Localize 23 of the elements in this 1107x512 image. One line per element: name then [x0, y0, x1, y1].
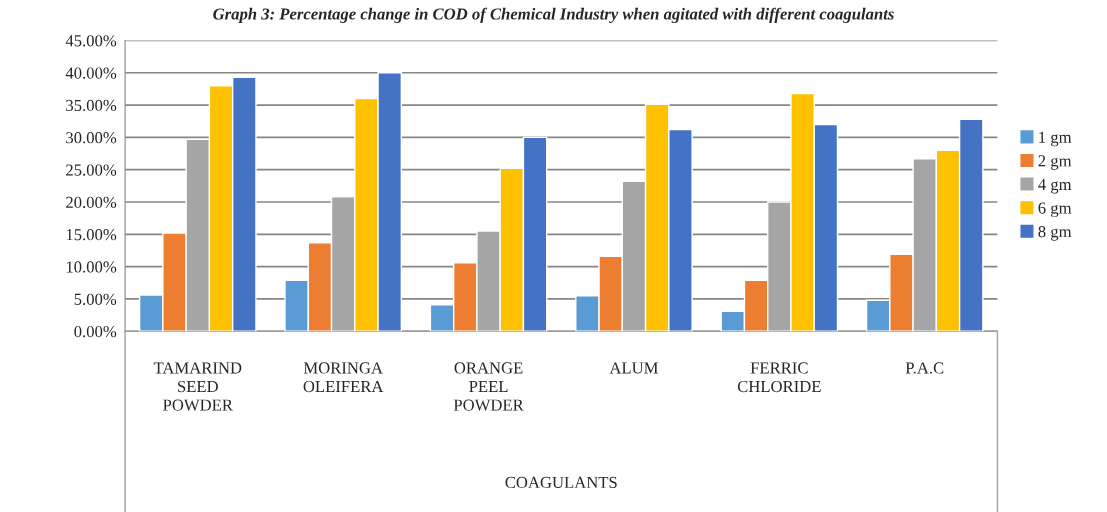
y-tick-label: 35.00% [66, 99, 117, 112]
y-tick-label: 20.00% [66, 196, 117, 209]
x-tick-label: ALUM [609, 362, 658, 374]
legend-label: 8 gm [1038, 226, 1072, 241]
y-tick-label: 25.00% [66, 164, 117, 176]
legend-label: 6 gm [1038, 202, 1072, 218]
y-tick-label: 10.00% [66, 261, 117, 273]
chart-title: Graph 3: Percentage change in COD of Chemical Industry when agitated with different coagulants [213, 7, 894, 24]
x-tick-label: TAMARIND SEED POWDER [153, 362, 242, 411]
x-tick-label: P.A.C [905, 362, 944, 374]
y-tick-label: 15.00% [66, 229, 117, 241]
x-tick-label: ORANGE PEEL POWDER [453, 362, 524, 411]
legend-label: 2 gm [1038, 155, 1072, 170]
y-tick-label: 45.00% [65, 35, 117, 47]
y-tick-label: 0.00% [74, 325, 117, 338]
y-tick-label: 30.00% [66, 132, 117, 144]
legend-label: 4 gm [1038, 178, 1072, 194]
x-axis-title: COAGULANTS [505, 476, 617, 489]
y-tick-label: 5.00% [74, 293, 117, 305]
x-tick-label: MORINGA OLEIFERA [303, 362, 384, 393]
x-tick-label: FERRIC CHLORIDE [737, 362, 821, 393]
y-tick-label: 40.00% [65, 67, 117, 79]
legend-label: 1 gm [1039, 131, 1072, 147]
